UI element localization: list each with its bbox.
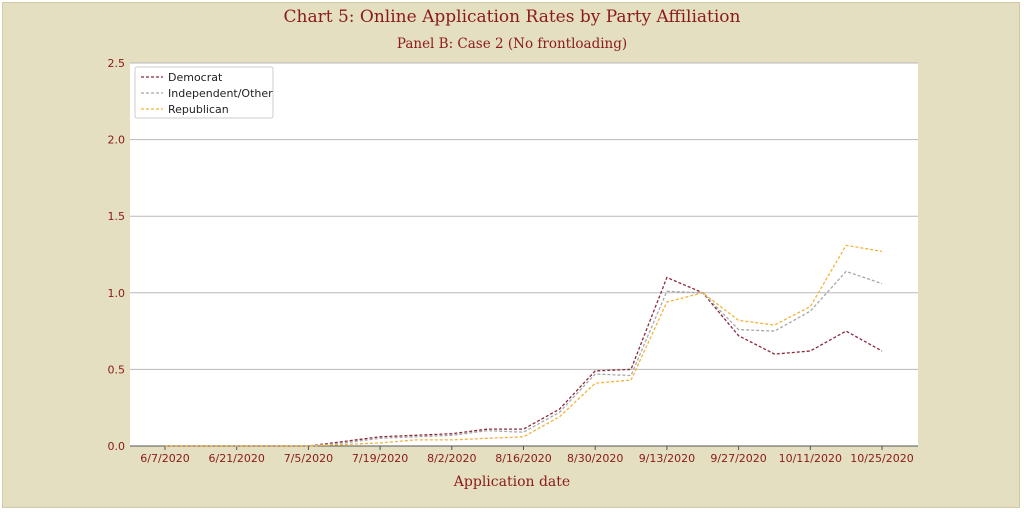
legend-label: Democrat bbox=[168, 71, 223, 84]
series-line-independent-other bbox=[165, 270, 883, 447]
chart-subtitle: Panel B: Case 2 (No frontloading) bbox=[396, 36, 628, 52]
series-line-republican bbox=[165, 244, 883, 447]
x-tick-label: 7/19/2020 bbox=[352, 452, 408, 465]
x-tick-label: 9/13/2020 bbox=[639, 452, 695, 465]
legend: Democrat Independent/Other Republican bbox=[134, 66, 274, 119]
plot-area bbox=[130, 63, 918, 446]
x-tick-label: 6/7/2020 bbox=[140, 452, 189, 465]
x-tick-label: 9/27/2020 bbox=[710, 452, 766, 465]
y-tick-label: 0.5 bbox=[108, 363, 126, 376]
y-tick-label: 2.0 bbox=[108, 134, 126, 147]
x-tick-label: 8/2/2020 bbox=[427, 452, 476, 465]
legend-label: Republican bbox=[168, 103, 229, 116]
x-tick-label: 10/11/2020 bbox=[779, 452, 842, 465]
x-tick-label: 6/21/2020 bbox=[208, 452, 264, 465]
legend-label: Independent/Other bbox=[168, 87, 273, 100]
y-tick-label: 2.5 bbox=[108, 57, 126, 70]
x-axis-label: Application date bbox=[453, 474, 571, 490]
legend-box bbox=[134, 66, 274, 119]
x-tick-label: 10/25/2020 bbox=[850, 452, 913, 465]
y-tick-label: 1.5 bbox=[108, 210, 126, 223]
y-tick-label: 0.0 bbox=[108, 440, 126, 453]
y-tick-label: 1.0 bbox=[108, 287, 126, 300]
x-tick-label: 8/16/2020 bbox=[495, 452, 551, 465]
x-tick-label: 8/30/2020 bbox=[567, 452, 623, 465]
chart-title: Chart 5: Online Application Rates by Par… bbox=[283, 7, 741, 27]
x-tick-label: 7/5/2020 bbox=[284, 452, 333, 465]
